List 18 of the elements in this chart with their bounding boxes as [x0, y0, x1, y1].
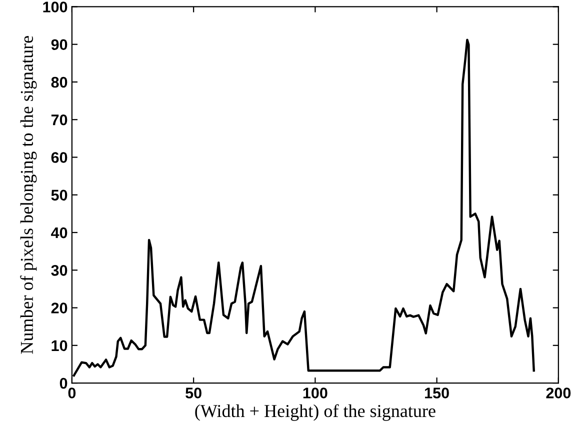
y-tick-label: 30: [51, 265, 68, 276]
x-tick-label: 50: [186, 388, 202, 398]
y-tick-label: 90: [51, 39, 68, 50]
y-tick-label: 70: [51, 114, 68, 126]
x-tick-label: 0: [68, 388, 76, 398]
x-tick-label: 200: [546, 388, 571, 398]
y-tick-label: 100: [43, 2, 68, 12]
y-tick-label: 20: [51, 302, 68, 314]
x-axis-title: (Width + Height) of the signature: [195, 404, 436, 421]
x-tick-label: 150: [425, 388, 449, 398]
x-tick-label: 100: [303, 388, 328, 398]
y-tick-label: 40: [51, 227, 68, 238]
y-tick-label: 80: [51, 76, 68, 88]
y-tick-label: 60: [51, 152, 68, 163]
y-tick-label: 10: [52, 340, 68, 352]
y-axis-title: Number of pixels belonging to the signature: [20, 36, 37, 354]
y-tick-label: 0: [60, 378, 68, 389]
y-tick-label: 50: [51, 190, 68, 201]
